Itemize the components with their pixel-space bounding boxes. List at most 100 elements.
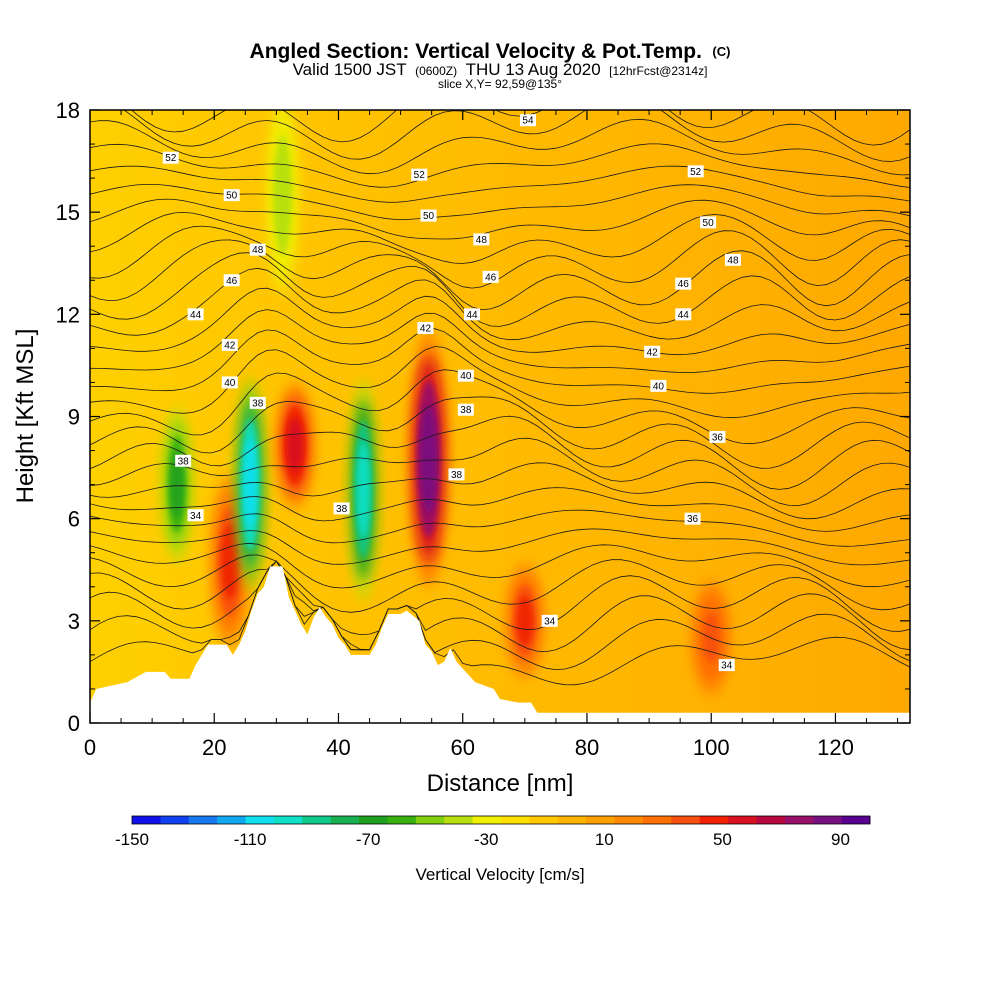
isentrope-label: 48	[249, 243, 266, 256]
isentrope-label: 50	[420, 209, 437, 222]
isentrope-label: 52	[411, 168, 428, 181]
isentrope-label-bg	[675, 308, 692, 321]
isentrope-label-text: 40	[460, 371, 472, 382]
colorbar-swatch	[188, 816, 218, 824]
isentrope-label-text: 40	[653, 381, 665, 392]
colorbar-swatch	[132, 816, 161, 824]
isentrope-label-bg	[417, 321, 434, 334]
isentrope-label: 44	[464, 308, 481, 321]
isentrope-label-bg	[457, 369, 474, 382]
isentrope-line	[90, 198, 910, 240]
isentrope-label-text: 38	[252, 398, 264, 409]
isentrope-label-bg	[724, 253, 741, 266]
isentrope-line	[90, 437, 910, 507]
colorbar-swatch	[671, 816, 701, 824]
isentrope-label-bg	[457, 403, 474, 416]
isentrope-label-text: 48	[727, 255, 739, 266]
isentrope-label-bg	[411, 168, 428, 181]
field-background	[90, 110, 910, 723]
isentrope-label: 44	[675, 308, 692, 321]
colorbar-swatch	[813, 816, 843, 824]
colorbar-swatch	[756, 816, 786, 824]
isentrope-label: 42	[644, 345, 661, 358]
isentrope-label-bg	[700, 216, 717, 229]
isentrope-label-text: 36	[712, 432, 724, 443]
isentrope-line	[90, 462, 910, 520]
isentrope-label-bg	[187, 509, 204, 522]
isentrope-label-text: 34	[190, 511, 202, 522]
isentrope-label-bg	[187, 308, 204, 321]
updraft-feature-0	[221, 523, 239, 599]
colorbar-swatch	[586, 816, 616, 824]
colorbar-tick-label: -150	[115, 830, 149, 849]
isentrope-label-bg	[249, 396, 266, 409]
isentrope-line	[90, 225, 910, 289]
isentrope-label: 46	[482, 270, 499, 283]
isentrope-label-text: 50	[226, 191, 238, 202]
colorbar-swatch	[387, 816, 417, 824]
isentrope-label-text: 52	[690, 167, 702, 178]
isentrope-label-text: 42	[647, 347, 659, 358]
isentrope-line	[90, 328, 910, 394]
isentrope-line	[90, 369, 910, 445]
isentrope-label-bg	[473, 233, 490, 246]
isentrope-label: 40	[457, 369, 474, 382]
updraft-feature-2	[286, 417, 304, 473]
colorbar-swatch	[784, 816, 814, 824]
colorbar	[131, 815, 871, 825]
isentrope-label-text: 54	[522, 116, 534, 127]
isentrope-label: 46	[675, 277, 692, 290]
isentrope-label-bg	[420, 209, 437, 222]
isentrope-label-bg	[249, 243, 266, 256]
colorbar-swatch	[160, 816, 190, 824]
isentrope-line	[90, 239, 910, 311]
isentrope-label-text: 46	[678, 279, 690, 290]
isentrope-label-text: 38	[336, 504, 348, 515]
colorbar-swatch	[472, 816, 502, 824]
isentrope-label: 34	[187, 509, 204, 522]
colorbar-swatch	[245, 816, 275, 824]
downdraft-feature-5	[170, 451, 184, 518]
isentrope-label-bg	[684, 512, 701, 525]
isentrope-label: 36	[709, 430, 726, 443]
colorbar-swatch	[557, 816, 587, 824]
isentrope-label-text: 44	[678, 310, 690, 321]
isentrope-label: 38	[333, 502, 350, 515]
isentrope-line	[90, 560, 910, 686]
isentrope-label: 42	[417, 321, 434, 334]
isentrope-label: 50	[223, 189, 240, 202]
colorbar-tick-label: 50	[713, 830, 732, 849]
isentrope-label-bg	[718, 659, 735, 672]
isentrope-line	[90, 509, 910, 547]
isentrope-label-bg	[223, 189, 240, 202]
isentrope-label: 52	[687, 165, 704, 178]
isentrope-line	[90, 165, 910, 203]
isentrope-label-bg	[709, 430, 726, 443]
isentrope-line	[130, 110, 910, 146]
isentrope-label-bg	[687, 165, 704, 178]
isentrope-label: 44	[187, 308, 204, 321]
isentrope-labels: 54 52 52 52 50 50 50 48 48 48 46 46 46 44 44 44 42 42 42 40…	[162, 114, 741, 672]
colorbar-title: Vertical Velocity [cm/s]	[415, 865, 584, 884]
colorbar-swatch	[501, 816, 530, 824]
colorbar-swatch	[728, 816, 757, 824]
colorbar-tick-label: 10	[595, 830, 614, 849]
isentrope-label-text: 42	[224, 340, 236, 351]
colorbar-swatch	[302, 816, 332, 824]
downdraft-feature-1	[243, 439, 257, 530]
y-tick-label: 6	[68, 507, 80, 532]
colorbar-swatch	[529, 816, 559, 824]
colorbar-swatch	[415, 816, 445, 824]
isentrope-label-bg	[448, 468, 465, 481]
isentrope-label: 40	[221, 376, 238, 389]
isentrope-line	[90, 396, 910, 469]
y-tick-label: 18	[56, 98, 80, 123]
isentrope-label-text: 34	[721, 661, 733, 672]
isentrope-label: 38	[448, 468, 465, 481]
colorbar-frame	[131, 815, 871, 825]
y-tick-label: 15	[56, 200, 80, 225]
colorbar-tick-label: -110	[234, 830, 267, 849]
isentrope-label: 48	[473, 233, 490, 246]
